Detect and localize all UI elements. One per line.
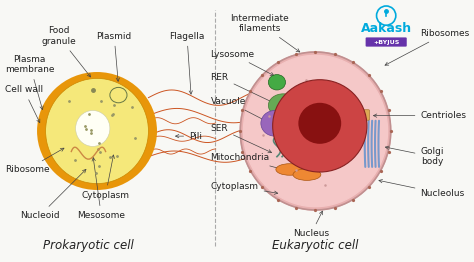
Polygon shape: [244, 55, 388, 207]
Text: Plasma
membrane: Plasma membrane: [5, 54, 55, 110]
Polygon shape: [240, 52, 391, 210]
Text: Vacuole: Vacuole: [210, 97, 267, 122]
Ellipse shape: [268, 75, 285, 90]
Text: Nucleoid: Nucleoid: [20, 170, 86, 220]
Text: Nucleolus: Nucleolus: [379, 179, 465, 198]
Ellipse shape: [75, 111, 110, 146]
Text: Mesosome: Mesosome: [77, 158, 125, 220]
Text: Prokaryotic cell: Prokaryotic cell: [43, 239, 134, 252]
Ellipse shape: [46, 78, 148, 184]
Text: SER: SER: [210, 124, 272, 153]
Ellipse shape: [298, 103, 341, 144]
Text: RER: RER: [210, 73, 276, 104]
FancyBboxPatch shape: [355, 110, 369, 120]
Text: Cytoplasm: Cytoplasm: [82, 155, 129, 200]
Text: Mitochondria: Mitochondria: [210, 154, 284, 171]
Ellipse shape: [293, 169, 321, 180]
Text: Plasmid: Plasmid: [97, 32, 132, 81]
Text: +BYJUS: +BYJUS: [373, 40, 400, 45]
Text: Eukaryotic cell: Eukaryotic cell: [272, 239, 359, 252]
Ellipse shape: [277, 106, 298, 123]
Ellipse shape: [261, 111, 289, 136]
Text: Ribosome: Ribosome: [5, 148, 64, 174]
Text: Lysosome: Lysosome: [210, 50, 274, 75]
Text: Nucleus: Nucleus: [293, 211, 329, 238]
Text: Flagella: Flagella: [169, 32, 205, 94]
Text: Food
granule: Food granule: [41, 26, 91, 77]
Text: Cytoplasm: Cytoplasm: [210, 182, 278, 194]
Text: Cell wall: Cell wall: [5, 85, 43, 123]
Text: Aakash: Aakash: [361, 22, 412, 35]
Ellipse shape: [268, 94, 298, 117]
Ellipse shape: [276, 164, 304, 175]
Text: Pili: Pili: [175, 132, 202, 141]
Ellipse shape: [37, 72, 157, 190]
Text: Intermediate
filaments: Intermediate filaments: [230, 14, 300, 52]
FancyBboxPatch shape: [365, 37, 407, 47]
Text: Centrioles: Centrioles: [374, 111, 466, 120]
Ellipse shape: [273, 80, 367, 172]
Text: Ribosomes: Ribosomes: [385, 29, 470, 65]
Text: Golgi
body: Golgi body: [385, 146, 444, 166]
